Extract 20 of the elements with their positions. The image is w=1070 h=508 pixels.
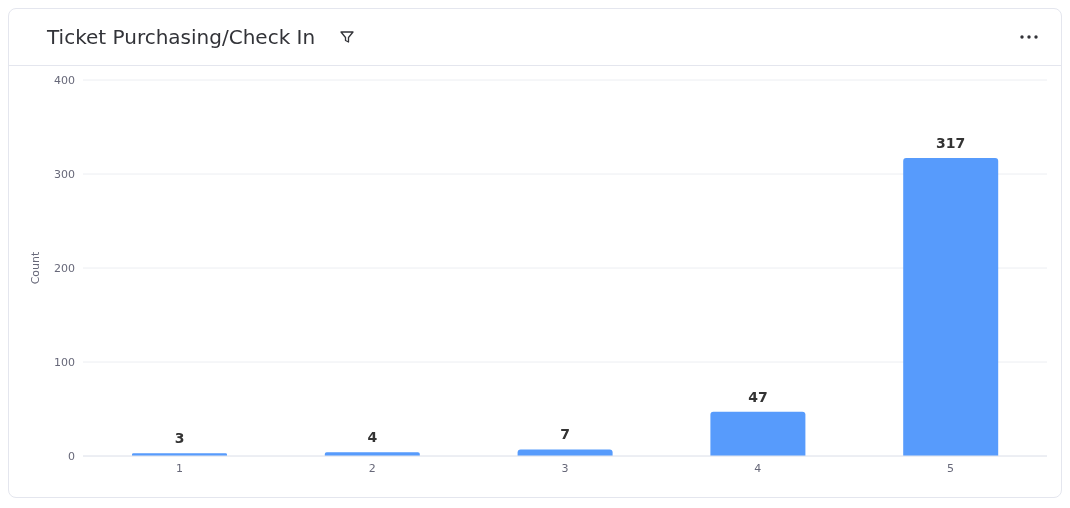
data-label: 3 [174, 430, 185, 447]
x-tick-label: 4 [754, 461, 762, 475]
data-label: 47 [748, 388, 768, 405]
x-tick-label: 3 [561, 461, 569, 475]
y-axis-title: Count [28, 250, 42, 285]
bar [517, 449, 613, 456]
data-label: 4 [367, 429, 378, 446]
x-tick-label: 1 [175, 461, 183, 475]
y-tick-label: 200 [54, 261, 75, 275]
chart-title: Ticket Purchasing/Check In [47, 25, 316, 49]
data-label: 7 [560, 426, 570, 443]
data-label: 317 [936, 135, 966, 152]
y-tick-label: 300 [54, 167, 75, 181]
x-tick-label: 2 [368, 461, 376, 475]
bar [710, 411, 806, 456]
bar [903, 158, 999, 456]
y-tick-label: 400 [54, 73, 75, 87]
x-tick-label: 5 [947, 461, 955, 475]
y-tick-label: 100 [54, 355, 75, 369]
y-tick-label: 0 [68, 449, 75, 463]
